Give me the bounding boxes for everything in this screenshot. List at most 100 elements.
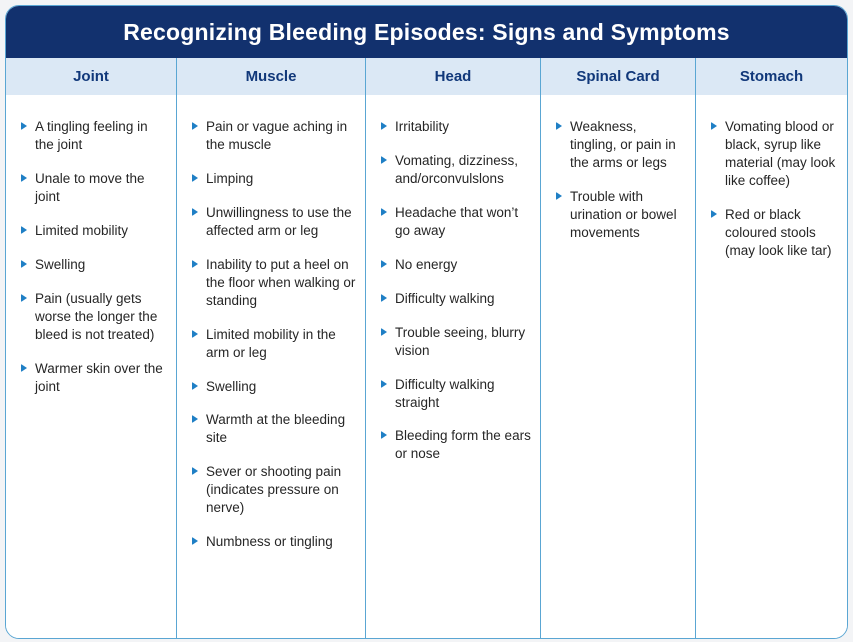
symptom-text: Difficulty walking [395,290,495,306]
symptom-text: Limited mobility in the arm or leg [206,326,336,360]
column-stomach: Vomating blood or black, syrup like mate… [696,95,847,638]
list-item: Unale to move the joint [19,170,167,206]
page-title: Recognizing Bleeding Episodes: Signs and… [123,18,730,45]
bullet-arrow-icon [21,173,27,182]
list-item: Vomating blood or black, syrup like mate… [709,118,838,190]
bullet-arrow-icon [556,122,562,130]
column-head: Irritability Vomating, dizziness, and/orc… [366,95,541,638]
symptom-text: Vomating, dizziness, and/orconvulslons [395,152,519,186]
column-header-muscle: Muscle [177,58,366,95]
symptoms-table-card: Recognizing Bleeding Episodes: Signs and… [5,5,848,639]
column-header-joint: Joint [6,58,177,95]
bullet-arrow-icon [192,415,198,424]
symptom-text: Limited mobility [35,222,129,238]
column-header-head: Head [366,58,541,95]
list-item: Difficulty walking straight [379,376,531,412]
bullet-arrow-icon [192,259,198,268]
list-item: Numbness or tingling [190,533,356,551]
table-body: A tingling feeling in the joint Unale to … [6,95,847,638]
list-item: No energy [379,256,531,274]
list-item: Trouble with urination or bowel movement… [554,188,686,242]
list-item: Vomating, dizziness, and/orconvulslons [379,152,531,188]
bullet-arrow-icon [21,259,27,268]
list-item: Swelling [19,256,167,274]
bullet-arrow-icon [192,329,198,338]
symptom-text: Unwillingness to use the affected arm or… [206,204,352,238]
list-item: Red or black coloured stools (may look l… [709,206,838,260]
bullet-arrow-icon [381,293,387,302]
bullet-arrow-icon [192,537,198,546]
column-spinal-card: Weakness, tingling, or pain in the arms … [541,95,696,638]
list-item: A tingling feeling in the joint [19,118,167,154]
bullet-arrow-icon [381,155,387,164]
symptom-text: Pain or vague aching in the muscle [206,119,348,152]
bullet-arrow-icon [711,209,717,218]
list-item: Pain or vague aching in the muscle [190,118,356,154]
list-item: Trouble seeing, blurry vision [379,324,531,360]
list-item: Unwillingness to use the affected arm or… [190,204,356,240]
list-item: Swelling [190,378,356,396]
bullet-arrow-icon [381,122,387,130]
symptom-text: Swelling [35,256,86,272]
table-header-row: Joint Muscle Head Spinal Card Stomach [6,58,847,95]
bullet-arrow-icon [192,467,198,476]
symptom-text: No energy [395,256,458,272]
bullet-arrow-icon [192,207,198,216]
symptom-text: Unale to move the joint [35,170,145,204]
bullet-arrow-icon [21,122,27,130]
list-item: Sever or shooting pain (indicates pressu… [190,463,356,517]
symptom-text: Red or black coloured stools (may look l… [725,206,832,258]
symptom-text: Limping [206,170,254,186]
symptom-text: Pain (usually gets worse the longer the … [35,290,158,342]
symptom-text: Numbness or tingling [206,534,333,550]
symptom-text: Trouble seeing, blurry vision [395,324,526,358]
bullet-arrow-icon [381,207,387,216]
symptom-list-joint: A tingling feeling in the joint Unale to … [19,118,167,395]
list-item: Warmth at the bleeding site [190,411,356,447]
bullet-arrow-icon [21,293,27,302]
symptom-text: Headache that won’t go away [395,204,519,238]
bullet-arrow-icon [192,381,198,390]
bullet-arrow-icon [711,122,717,130]
list-item: Limited mobility [19,222,167,240]
symptom-list-spinal-card: Weakness, tingling, or pain in the arms … [554,118,686,242]
symptom-text: Irritability [395,119,450,134]
column-joint: A tingling feeling in the joint Unale to … [6,95,177,638]
symptom-list-muscle: Pain or vague aching in the muscle Limpin… [190,118,356,551]
bullet-arrow-icon [381,259,387,268]
bullet-arrow-icon [381,431,387,440]
list-item: Inability to put a heel on the floor whe… [190,256,356,310]
symptom-text: Bleeding form the ears or nose [395,428,531,462]
symptom-text: Difficulty walking straight [395,376,495,410]
symptom-list-stomach: Vomating blood or black, syrup like mate… [709,118,838,260]
symptom-list-head: Irritability Vomating, dizziness, and/orc… [379,118,531,463]
symptom-text: Weakness, tingling, or pain in the arms … [570,119,676,170]
symptom-text: A tingling feeling in the joint [35,119,148,152]
symptom-text: Sever or shooting pain (indicates pressu… [206,464,342,516]
bullet-arrow-icon [21,225,27,234]
list-item: Limping [190,170,356,188]
list-item: Headache that won’t go away [379,204,531,240]
symptom-text: Warmer skin over the joint [35,360,163,394]
column-muscle: Pain or vague aching in the muscle Limpin… [177,95,366,638]
bullet-arrow-icon [192,173,198,182]
bullet-arrow-icon [381,327,387,336]
symptom-text: Vomating blood or black, syrup like mate… [725,119,836,188]
title-bar: Recognizing Bleeding Episodes: Signs and… [6,6,847,58]
list-item: Irritability [379,118,531,136]
list-item: Limited mobility in the arm or leg [190,326,356,362]
column-header-spinal-card: Spinal Card [541,58,696,95]
list-item: Pain (usually gets worse the longer the … [19,290,167,344]
list-item: Weakness, tingling, or pain in the arms … [554,118,686,172]
column-header-stomach: Stomach [739,68,804,85]
symptom-text: Trouble with urination or bowel movement… [570,188,677,240]
symptom-text: Swelling [206,378,257,394]
symptom-text: Inability to put a heel on the floor whe… [206,256,356,308]
list-item: Warmer skin over the joint [19,360,167,396]
list-item: Bleeding form the ears or nose [379,427,531,463]
bullet-arrow-icon [381,379,387,388]
list-item: Difficulty walking [379,290,531,308]
symptom-text: Warmth at the bleeding site [206,412,346,446]
bullet-arrow-icon [21,363,27,372]
